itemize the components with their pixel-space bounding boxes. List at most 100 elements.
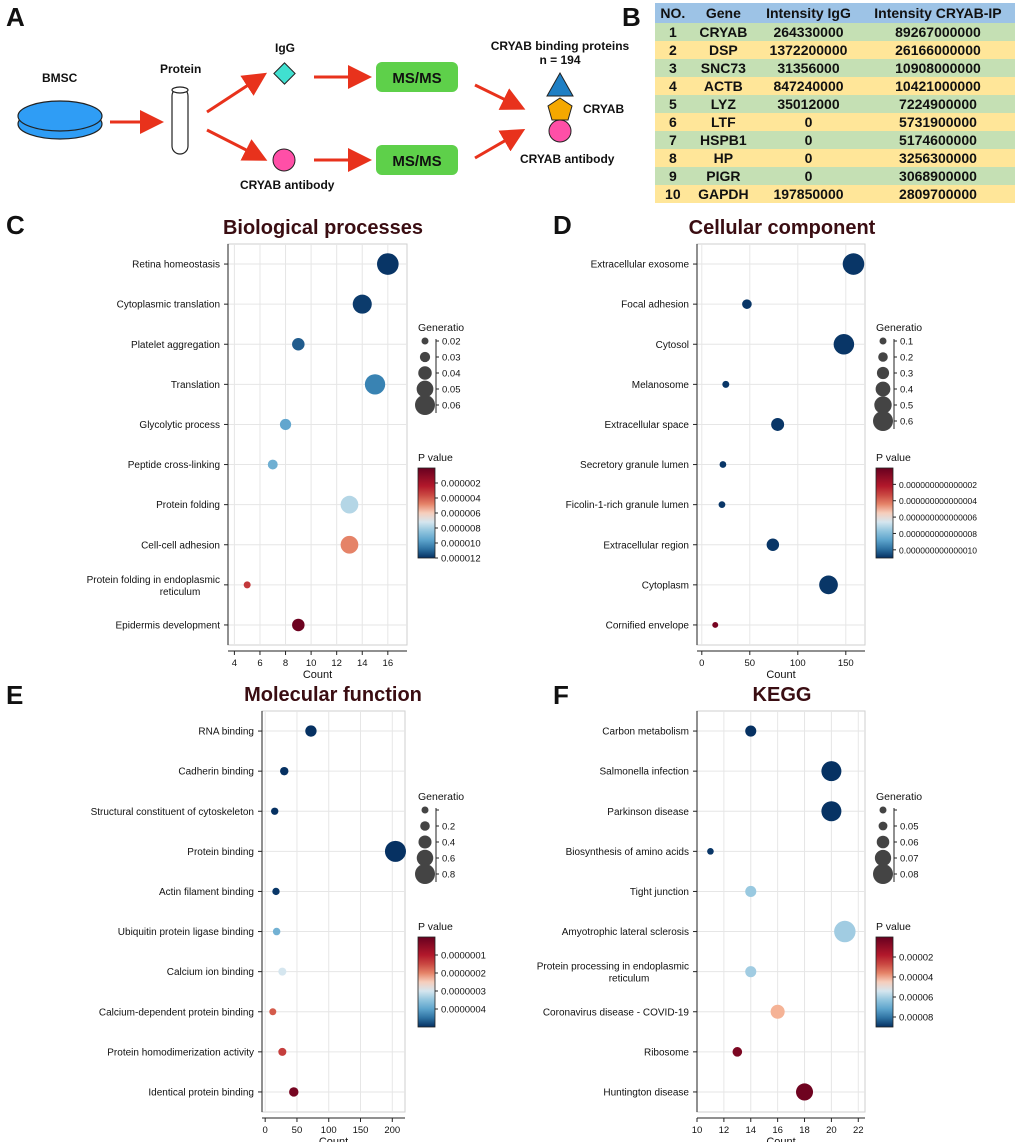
table-cell: 1372200000: [756, 41, 861, 59]
category-label: RNA binding: [198, 727, 254, 738]
data-point: [271, 807, 279, 815]
data-point: [719, 461, 727, 468]
data-point: [272, 927, 281, 936]
size-legend-bubble: [420, 821, 430, 831]
data-point: [279, 418, 292, 431]
data-point: [766, 538, 780, 551]
chart-title: Cellular component: [689, 217, 876, 239]
x-axis-label: Count: [319, 1136, 348, 1142]
data-point: [289, 1087, 299, 1097]
category-label: Coronavirus disease - COVID-19: [543, 1007, 690, 1018]
color-legend-label: 0.000012: [441, 554, 481, 565]
data-point: [384, 840, 406, 862]
table-header: Intensity IgG: [756, 3, 861, 23]
table-cell: 8: [655, 149, 691, 167]
size-legend-bubble: [876, 835, 890, 849]
cryab-antibody-right-label: CRYAB antibody: [520, 152, 615, 166]
size-legend-bubble: [415, 395, 435, 415]
size-legend-bubble: [421, 337, 429, 345]
table-row: 5 LYZ 35012000 7224900000: [655, 95, 1015, 113]
table-cell: 2809700000: [860, 185, 1015, 203]
panel-label-f: F: [553, 680, 569, 710]
category-label: Epidermis development: [116, 620, 221, 631]
color-legend-label: 0.0000002: [441, 969, 486, 980]
size-legend-label: 0.8: [442, 870, 455, 881]
data-point: [278, 1047, 287, 1056]
color-legend-label: 0.000008: [441, 524, 481, 535]
table-cell: 0: [756, 113, 861, 131]
table-row: 9 PIGR 0 3068900000: [655, 167, 1015, 185]
category-label: Translation: [171, 380, 220, 391]
category-label: Protein folding in endoplasmic: [87, 575, 220, 586]
data-point: [707, 848, 714, 855]
category-label: Biosynthesis of amino acids: [566, 847, 689, 858]
x-tick-label: 20: [826, 1125, 837, 1136]
x-axis-label: Count: [303, 669, 332, 681]
table-cell: 0: [756, 131, 861, 149]
color-legend-label: 0.00004: [899, 973, 933, 984]
table-cell: 10421000000: [860, 77, 1015, 95]
x-tick-label: 12: [331, 658, 342, 669]
data-point: [280, 766, 289, 776]
x-tick-label: 16: [772, 1125, 783, 1136]
color-legend-label: 0.000000000000004: [899, 496, 977, 506]
data-point: [269, 1008, 277, 1016]
data-point: [352, 294, 372, 314]
size-legend-label: 0.07: [900, 854, 919, 865]
chart-3: KEGG 10 12 14 16 18 20 22 Count Carbon metabolism…: [537, 684, 934, 1142]
table-cell: 7224900000: [860, 95, 1015, 113]
table-cell: 5174600000: [860, 131, 1015, 149]
binding-proteins-count: n = 194: [539, 53, 580, 67]
data-point: [278, 967, 287, 976]
data-point: [796, 1083, 814, 1101]
category-label: Ribosome: [644, 1047, 689, 1058]
color-legend-label: 0.0000004: [441, 1005, 486, 1016]
category-label: Actin filament binding: [159, 887, 254, 898]
cryab-label: CRYAB: [583, 102, 624, 116]
table-cell: PIGR: [690, 167, 757, 185]
pink-circle-icon: [548, 119, 572, 143]
category-label: Extracellular region: [603, 540, 689, 551]
category-label: Platelet aggregation: [131, 340, 220, 351]
table-cell: DSP: [690, 41, 757, 59]
table-cell: 89267000000: [860, 23, 1015, 41]
color-legend-label: 0.000000000000002: [899, 480, 977, 490]
table-cell: 1: [655, 23, 691, 41]
category-label: Parkinson disease: [607, 807, 689, 818]
x-tick-label: 50: [745, 658, 756, 669]
data-point: [305, 725, 317, 737]
plot-frame: [261, 710, 406, 1113]
flow-arrow: [206, 128, 268, 161]
size-legend-bubble: [873, 411, 893, 431]
data-point: [377, 253, 399, 275]
binding-proteins-title: CRYAB binding proteins: [491, 39, 630, 53]
category-label: Cadherin binding: [178, 767, 254, 778]
category-label: Cell-cell adhesion: [141, 540, 220, 551]
category-label: Protein binding: [187, 847, 254, 858]
size-legend-bubble: [876, 366, 890, 380]
table-cell: 3: [655, 59, 691, 77]
size-legend-title: Generatio: [876, 791, 922, 803]
x-tick-label: 100: [321, 1125, 337, 1136]
x-tick-label: 150: [838, 658, 854, 669]
color-legend-label: 0.0000003: [441, 987, 486, 998]
data-point: [340, 535, 359, 554]
color-legend-label: 0.000000000000010: [899, 545, 977, 555]
color-legend-title: P value: [876, 921, 911, 933]
data-point: [742, 299, 752, 309]
table-cell: 0: [756, 167, 861, 185]
table-header: Gene: [690, 3, 757, 23]
size-legend-bubble: [415, 864, 435, 884]
table-cell: LYZ: [690, 95, 757, 113]
msms-box: [376, 62, 458, 92]
panel-label-b: B: [622, 2, 641, 32]
category-label: Carbon metabolism: [602, 727, 689, 738]
workflow-diagram: BMSC Protein IgG CRYAB antibody MS/MS MS…: [17, 39, 630, 192]
color-legend-label: 0.0000001: [441, 951, 486, 962]
data-point: [292, 618, 305, 632]
data-point: [819, 575, 838, 595]
category-label: Ubiquitin protein ligase binding: [118, 927, 254, 938]
size-legend-bubble: [419, 351, 431, 363]
x-tick-label: 14: [357, 658, 368, 669]
size-legend-bubble: [879, 806, 887, 814]
